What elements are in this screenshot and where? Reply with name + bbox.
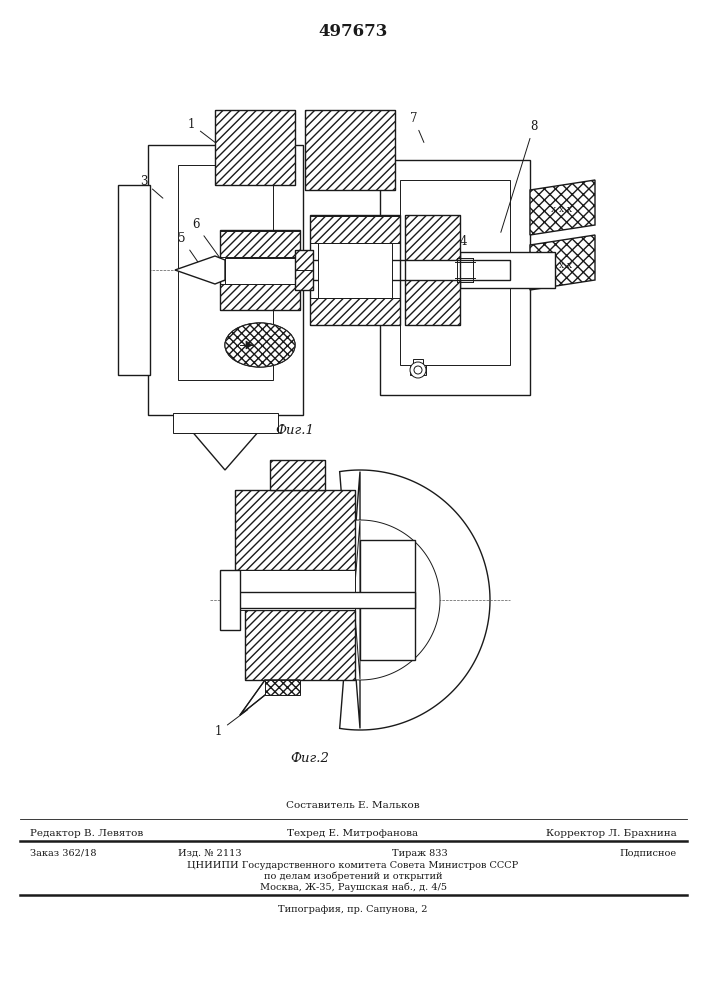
Text: Тираж 833: Тираж 833 <box>392 848 448 857</box>
Text: 2: 2 <box>326 112 339 142</box>
Bar <box>225 258 295 284</box>
Text: Подписное: Подписное <box>620 848 677 857</box>
Bar <box>215 110 295 185</box>
Text: Редактор В. Левятов: Редактор В. Левятов <box>30 828 144 838</box>
Text: ЦНИИПИ Государственного комитета Совета Министров СССР: ЦНИИПИ Государственного комитета Совета … <box>187 860 519 869</box>
Text: Составитель Е. Мальков: Составитель Е. Мальков <box>286 800 420 810</box>
Text: 3: 3 <box>140 175 163 198</box>
Bar <box>318 243 392 298</box>
Bar <box>270 460 325 490</box>
Polygon shape <box>347 520 440 680</box>
Bar <box>310 215 400 325</box>
Text: 4: 4 <box>442 235 467 258</box>
Text: Заказ 362/18: Заказ 362/18 <box>30 848 96 857</box>
Bar <box>245 610 355 680</box>
Text: Москва, Ж-35, Раушская наб., д. 4/5: Москва, Ж-35, Раушская наб., д. 4/5 <box>259 882 447 892</box>
Bar <box>295 270 313 290</box>
Polygon shape <box>530 235 595 290</box>
Bar <box>305 110 395 190</box>
Bar <box>405 215 460 325</box>
Bar <box>118 185 150 375</box>
Bar <box>270 460 325 490</box>
Bar <box>310 216 400 243</box>
Text: Изд. № 2113: Изд. № 2113 <box>178 848 242 857</box>
Text: Фиг.2: Фиг.2 <box>291 752 329 764</box>
Text: 7: 7 <box>410 112 424 142</box>
Bar <box>380 160 530 395</box>
Bar <box>220 231 300 257</box>
Bar <box>310 298 400 325</box>
Bar <box>245 610 355 680</box>
Bar <box>295 250 313 290</box>
Text: 6: 6 <box>192 218 223 263</box>
Polygon shape <box>175 256 225 284</box>
Text: x x x: x x x <box>551 260 573 269</box>
Text: Типография, пр. Сапунова, 2: Типография, пр. Сапунова, 2 <box>279 904 428 914</box>
Polygon shape <box>530 180 595 235</box>
Polygon shape <box>178 415 273 470</box>
Polygon shape <box>246 341 252 349</box>
Text: 1: 1 <box>188 118 223 148</box>
Text: 8: 8 <box>501 120 537 232</box>
Text: по делам изобретений и открытий: по делам изобретений и открытий <box>264 871 443 881</box>
Text: Фиг.1: Фиг.1 <box>276 424 315 436</box>
Bar <box>220 570 240 630</box>
Bar <box>460 252 555 288</box>
Polygon shape <box>339 470 490 730</box>
Bar <box>235 490 355 570</box>
Polygon shape <box>265 680 300 695</box>
Bar <box>148 145 303 415</box>
Bar <box>215 110 295 185</box>
Bar <box>215 260 510 280</box>
Text: 1: 1 <box>215 710 247 738</box>
Bar <box>173 413 278 433</box>
Text: x x x: x x x <box>551 206 573 215</box>
Ellipse shape <box>225 323 295 367</box>
Bar <box>410 365 426 375</box>
Bar <box>295 250 313 270</box>
Circle shape <box>410 362 426 378</box>
Bar <box>178 165 273 380</box>
Bar <box>305 110 395 190</box>
Text: 5: 5 <box>178 232 199 263</box>
Bar <box>235 490 355 570</box>
Text: Техред Е. Митрофанова: Техред Е. Митрофанова <box>288 828 419 838</box>
Text: 497673: 497673 <box>318 23 387 40</box>
Bar <box>220 284 300 310</box>
Text: Корректор Л. Брахнина: Корректор Л. Брахнина <box>547 828 677 838</box>
Bar <box>413 359 423 375</box>
Ellipse shape <box>225 323 295 367</box>
Bar <box>405 215 460 325</box>
Bar <box>360 540 415 660</box>
Circle shape <box>414 366 422 374</box>
Bar <box>220 230 300 310</box>
Bar <box>235 592 415 608</box>
Polygon shape <box>240 680 300 715</box>
Bar <box>400 180 510 365</box>
Bar <box>235 570 355 610</box>
